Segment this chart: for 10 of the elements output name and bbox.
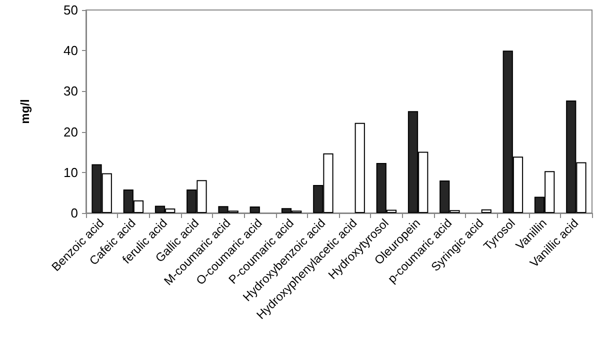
y-tick-label: 20	[64, 124, 78, 140]
y-axis-title: mg/l	[18, 99, 32, 124]
bar	[250, 206, 260, 213]
y-tick-label: 50	[64, 2, 78, 18]
y-tick-label: 30	[64, 84, 78, 99]
y-tick-label: 40	[64, 43, 78, 58]
y-tick-label: 0	[70, 206, 78, 220]
bar	[354, 122, 365, 213]
y-tick-label: 10	[64, 164, 78, 180]
bar	[481, 209, 492, 213]
